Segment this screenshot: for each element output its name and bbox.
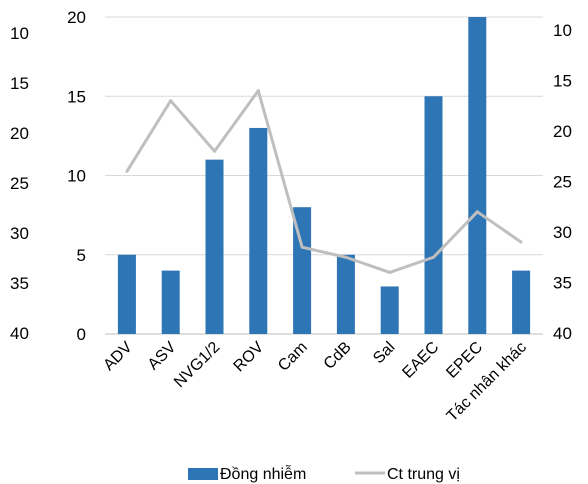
legend-label-line: Ct trung vị	[387, 466, 460, 483]
legend: Đồng nhiễm Ct trung vị	[188, 464, 460, 483]
bar-rov	[249, 127, 268, 334]
legend-label-bar: Đồng nhiễm	[220, 464, 306, 483]
right-tick-label: 35	[553, 274, 572, 293]
right-tick-label: 20	[553, 122, 572, 141]
line-point	[125, 169, 129, 173]
line-point	[475, 210, 479, 214]
far-left-tick-label: 25	[10, 174, 29, 193]
line-point	[432, 255, 435, 259]
line-point	[169, 99, 173, 103]
left-tick-label: 20	[67, 8, 86, 27]
line-series	[125, 89, 523, 274]
bar-asv	[161, 270, 180, 334]
category-label: NVG1/2	[171, 339, 223, 391]
far-left-tick-label: 20	[10, 124, 29, 143]
line-point	[388, 270, 392, 274]
far-left-axis: 10 15 20 25 30 35 40	[10, 24, 29, 343]
right-tick-label: 40	[553, 324, 572, 343]
right-axis: 10 15 20 25 30 35 40	[553, 21, 572, 343]
bar-epec	[468, 17, 487, 334]
right-tick-label: 25	[553, 173, 572, 192]
line-point	[256, 89, 260, 93]
bar-sal	[380, 286, 399, 334]
bar-eaec	[424, 96, 443, 334]
category-label: ASV	[145, 339, 180, 374]
left-tick-label: 5	[77, 246, 86, 265]
right-tick-label: 15	[553, 72, 572, 91]
right-tick-label: 10	[553, 21, 572, 40]
left-tick-label: 0	[77, 325, 86, 344]
line-point	[344, 255, 348, 259]
far-left-tick-label: 10	[10, 24, 29, 43]
far-left-tick-label: 35	[10, 274, 29, 293]
category-label: Cam	[275, 339, 311, 375]
legend-swatch-bar	[188, 468, 218, 480]
category-label: Sal	[370, 339, 398, 367]
category-label: Tác nhân khác	[444, 339, 530, 425]
line-point	[213, 149, 216, 153]
far-left-tick-label: 30	[10, 224, 29, 243]
left-axis: 0 5 10 15 20	[67, 8, 86, 344]
bar-nvg1-2	[205, 159, 224, 334]
ct-median-line	[125, 89, 522, 274]
bar-t-c-nh-n-kh-c	[512, 270, 531, 334]
far-left-tick-label: 40	[10, 324, 29, 343]
category-label: ROV	[231, 339, 268, 376]
right-tick-label: 30	[553, 223, 572, 242]
left-tick-label: 15	[67, 87, 86, 106]
category-label: EAEC	[399, 339, 442, 382]
bar-cdb	[336, 254, 355, 334]
category-label: EPEC	[443, 339, 486, 382]
line-point	[300, 245, 304, 249]
bar-cam	[293, 207, 312, 334]
category-label: ADV	[100, 339, 136, 375]
bar-adv	[117, 254, 136, 334]
left-tick-label: 10	[67, 167, 86, 186]
far-left-tick-label: 15	[10, 74, 29, 93]
category-label: CdB	[321, 339, 355, 373]
bar-series	[117, 17, 531, 334]
line-point	[519, 240, 523, 244]
